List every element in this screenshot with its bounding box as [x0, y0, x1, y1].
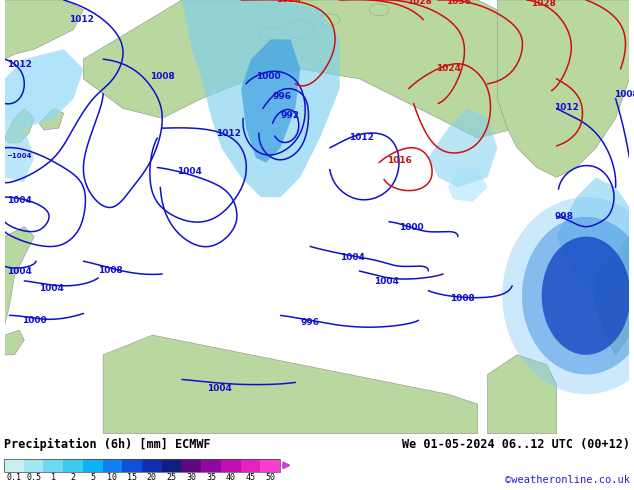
Bar: [4, 459, 280, 472]
Text: 1028: 1028: [531, 0, 556, 8]
Text: ~1004: ~1004: [6, 153, 32, 159]
Text: 1004: 1004: [177, 168, 202, 176]
Polygon shape: [488, 355, 557, 434]
Text: 1036: 1036: [446, 0, 471, 6]
Text: 1000: 1000: [256, 72, 280, 81]
Text: 1020: 1020: [276, 0, 301, 4]
Text: 45: 45: [245, 473, 256, 482]
Text: 996: 996: [273, 92, 292, 100]
Text: 1004: 1004: [39, 284, 64, 293]
Polygon shape: [429, 108, 497, 187]
Polygon shape: [39, 108, 63, 130]
Ellipse shape: [541, 237, 630, 355]
Text: 1004: 1004: [374, 277, 399, 286]
Text: 1012: 1012: [349, 133, 375, 142]
Text: 1004: 1004: [340, 253, 365, 262]
Text: 30: 30: [186, 473, 197, 482]
Text: 1004: 1004: [207, 384, 231, 393]
Polygon shape: [4, 0, 84, 59]
Text: 1028: 1028: [406, 0, 432, 6]
Polygon shape: [4, 227, 34, 335]
Ellipse shape: [522, 217, 634, 374]
Text: 1008: 1008: [614, 90, 634, 98]
Polygon shape: [4, 330, 24, 355]
Text: 1012: 1012: [6, 60, 32, 69]
Text: 1008: 1008: [450, 294, 475, 303]
Text: 35: 35: [206, 473, 216, 482]
Bar: [221, 459, 240, 472]
Polygon shape: [596, 237, 630, 355]
Text: 2: 2: [70, 473, 75, 482]
Ellipse shape: [369, 4, 389, 16]
Text: 1000: 1000: [22, 316, 47, 325]
Text: ©weatheronline.co.uk: ©weatheronline.co.uk: [505, 475, 630, 485]
Bar: [63, 459, 83, 472]
Text: 1012: 1012: [68, 15, 93, 24]
Polygon shape: [241, 39, 301, 163]
Bar: [4, 459, 23, 472]
Text: 996: 996: [301, 318, 320, 327]
Polygon shape: [497, 0, 630, 177]
Bar: [103, 459, 122, 472]
Text: 1016: 1016: [387, 156, 412, 165]
Text: 0.1: 0.1: [6, 473, 22, 482]
Text: 5: 5: [90, 473, 95, 482]
Bar: [261, 459, 280, 472]
Text: Precipitation (6h) [mm] ECMWF: Precipitation (6h) [mm] ECMWF: [4, 438, 210, 451]
Text: 20: 20: [147, 473, 157, 482]
Text: 40: 40: [226, 473, 236, 482]
Bar: [122, 459, 142, 472]
Text: 1024: 1024: [436, 64, 462, 73]
Polygon shape: [4, 118, 34, 182]
Text: 992: 992: [280, 111, 299, 120]
Text: 0.5: 0.5: [26, 473, 41, 482]
Bar: [142, 459, 162, 472]
Bar: [23, 459, 43, 472]
Polygon shape: [557, 177, 630, 295]
Text: We 01-05-2024 06..12 UTC (00+12): We 01-05-2024 06..12 UTC (00+12): [402, 438, 630, 451]
Text: 1008: 1008: [98, 266, 123, 275]
Bar: [83, 459, 103, 472]
Ellipse shape: [259, 27, 283, 42]
Bar: [43, 459, 63, 472]
Text: 15: 15: [127, 473, 137, 482]
Text: 1012: 1012: [216, 129, 242, 138]
Polygon shape: [4, 108, 34, 143]
Ellipse shape: [320, 14, 340, 25]
Bar: [240, 459, 261, 472]
Text: 1004: 1004: [6, 196, 32, 205]
Text: 998: 998: [555, 212, 574, 221]
Ellipse shape: [502, 197, 634, 394]
Text: 25: 25: [167, 473, 177, 482]
Ellipse shape: [285, 21, 315, 38]
Text: 1008: 1008: [150, 72, 175, 81]
Polygon shape: [84, 0, 557, 138]
Text: 10: 10: [107, 473, 117, 482]
Bar: [181, 459, 201, 472]
Text: 1000: 1000: [399, 222, 424, 232]
Bar: [201, 459, 221, 472]
Polygon shape: [4, 49, 84, 128]
Polygon shape: [103, 335, 477, 434]
Text: 1004: 1004: [6, 267, 32, 276]
Bar: [162, 459, 181, 472]
Text: 1012: 1012: [555, 103, 579, 112]
Text: 1: 1: [51, 473, 56, 482]
Polygon shape: [182, 0, 340, 197]
Polygon shape: [448, 168, 488, 202]
Text: 50: 50: [265, 473, 275, 482]
